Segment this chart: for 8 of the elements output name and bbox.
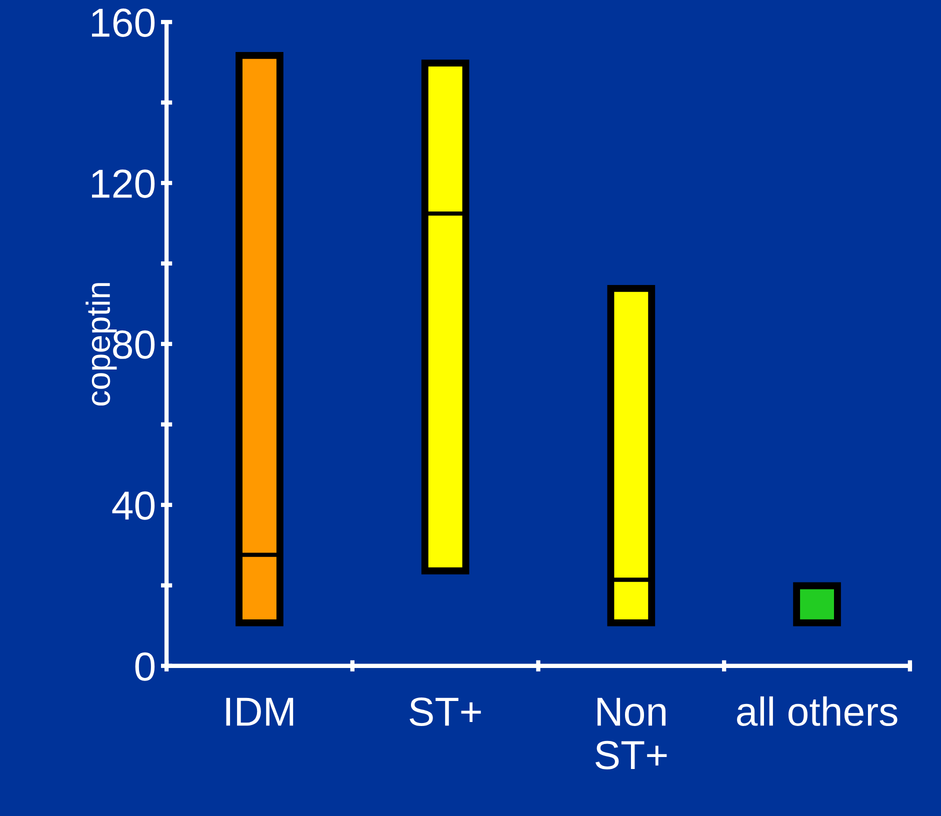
x-tick-label: IDM xyxy=(226,698,294,726)
y-tick-label: 160 xyxy=(92,8,155,38)
y-tick-label: 0 xyxy=(135,652,155,681)
x-tick-label: ST+ xyxy=(410,697,481,726)
x-tick-label: Non ST+ xyxy=(596,698,667,770)
y-tick-label: 120 xyxy=(92,169,155,198)
y-tick-label: 40 xyxy=(112,491,155,520)
x-tick-label: all others xyxy=(737,696,898,726)
